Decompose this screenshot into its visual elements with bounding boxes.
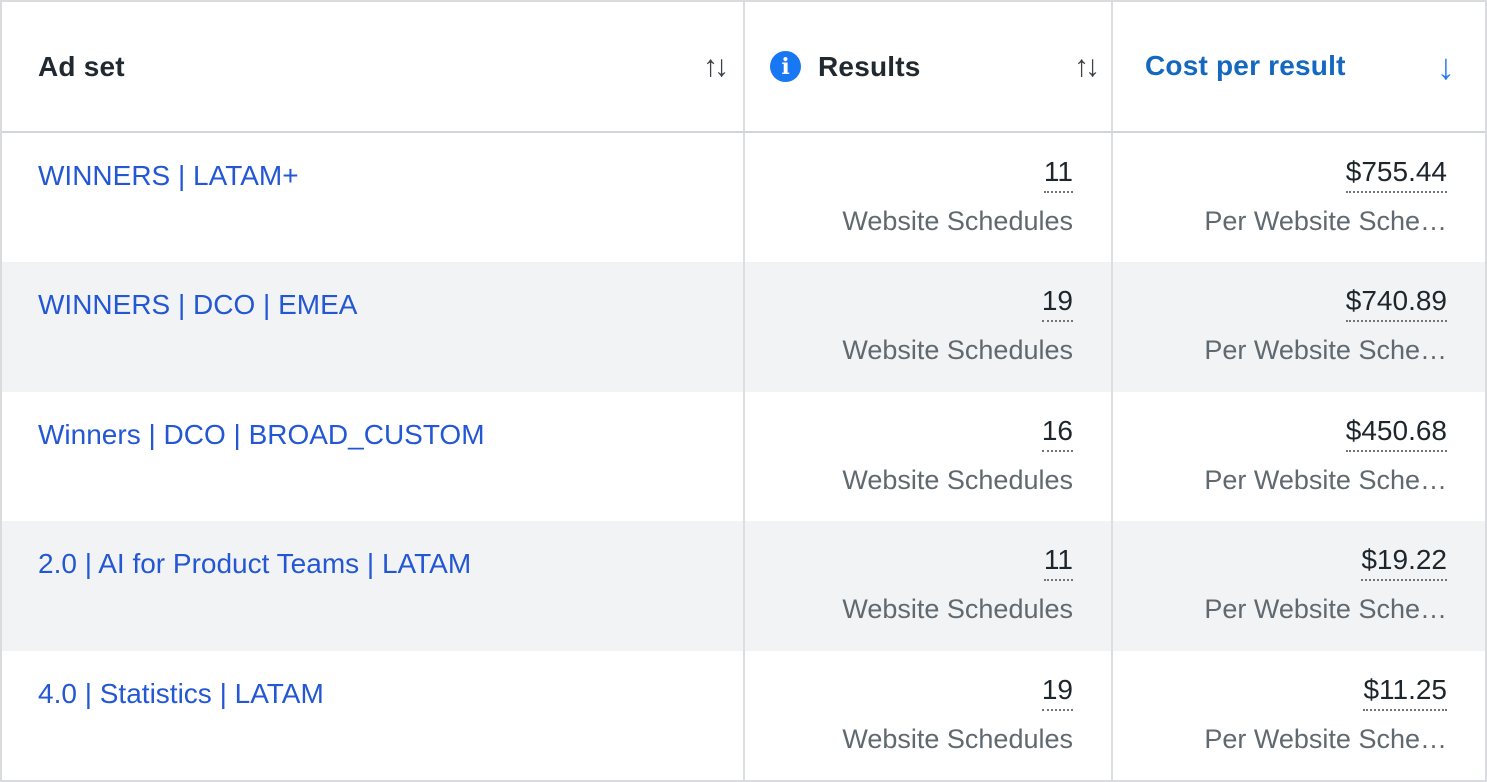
cost-type-label: Per Website Sche… <box>1204 335 1447 366</box>
column-header-results[interactable]: i Results ↑↓ <box>745 2 1113 131</box>
cost-type-label: Per Website Sche… <box>1204 723 1447 754</box>
cost-value[interactable]: $19.22 <box>1361 546 1447 582</box>
cost-cell: $11.25 Per Website Sche… <box>1113 651 1485 780</box>
cost-cell: $19.22 Per Website Sche… <box>1113 521 1485 650</box>
info-icon[interactable]: i <box>770 51 801 82</box>
results-cell: 16 Website Schedules <box>745 391 1113 522</box>
results-cell: 19 Website Schedules <box>745 650 1113 780</box>
results-header-label: Results <box>818 50 921 82</box>
ad-set-link[interactable]: Winners | DCO | BROAD_CUSTOM <box>38 418 485 450</box>
info-icon-glyph: i <box>781 53 790 80</box>
results-type-label: Website Schedules <box>842 723 1073 754</box>
table-row: WINNERS | LATAM+ 11 Website Schedules $7… <box>2 133 1485 263</box>
cost-per-result-header-label: Cost per result <box>1145 50 1346 82</box>
ad-set-cell: WINNERS | DCO | EMEA <box>2 262 745 392</box>
sort-toggle-icon[interactable]: ↑↓ <box>703 49 729 83</box>
cost-value[interactable]: $450.68 <box>1345 416 1447 452</box>
ad-set-link[interactable]: WINNERS | DCO | EMEA <box>38 289 358 321</box>
ad-set-link[interactable]: 4.0 | Statistics | LATAM <box>38 677 324 709</box>
results-cell: 11 Website Schedules <box>745 521 1113 651</box>
ad-set-cell: 4.0 | Statistics | LATAM <box>2 650 745 780</box>
cost-cell: $450.68 Per Website Sche… <box>1113 392 1485 521</box>
results-cell: 11 Website Schedules <box>745 133 1113 263</box>
cost-value[interactable]: $11.25 <box>1363 675 1447 711</box>
cost-cell: $740.89 Per Website Sche… <box>1113 262 1485 391</box>
sort-descending-icon[interactable]: ↓ <box>1437 45 1455 87</box>
ad-set-header-label: Ad set <box>38 50 125 82</box>
results-value[interactable]: 19 <box>1041 675 1073 711</box>
table-header: Ad set ↑↓ i Results ↑↓ Cost per result ↓ <box>2 2 1485 133</box>
results-type-label: Website Schedules <box>842 335 1073 366</box>
cost-type-label: Per Website Sche… <box>1204 464 1447 495</box>
ad-set-cell: Winners | DCO | BROAD_CUSTOM <box>2 391 745 522</box>
results-value[interactable]: 11 <box>1043 546 1073 582</box>
cost-value[interactable]: $755.44 <box>1345 158 1447 193</box>
column-header-cost-per-result[interactable]: Cost per result ↓ <box>1113 2 1485 131</box>
sort-toggle-icon[interactable]: ↑↓ <box>1074 49 1100 83</box>
cost-type-label: Per Website Sche… <box>1204 206 1447 236</box>
results-type-label: Website Schedules <box>842 594 1073 625</box>
ad-set-cell: 2.0 | AI for Product Teams | LATAM <box>2 521 745 651</box>
ad-set-link[interactable]: WINNERS | LATAM+ <box>38 160 299 191</box>
results-type-label: Website Schedules <box>842 206 1073 236</box>
table-row: Winners | DCO | BROAD_CUSTOM 16 Website … <box>2 391 1485 522</box>
cost-type-label: Per Website Sche… <box>1204 594 1447 625</box>
results-value[interactable]: 19 <box>1041 287 1073 323</box>
ad-set-link[interactable]: 2.0 | AI for Product Teams | LATAM <box>38 548 472 580</box>
results-value[interactable]: 11 <box>1043 158 1073 193</box>
results-type-label: Website Schedules <box>842 464 1073 495</box>
cost-cell: $755.44 Per Website Sche… <box>1113 133 1485 262</box>
ad-set-cell: WINNERS | LATAM+ <box>2 133 745 263</box>
column-header-ad-set[interactable]: Ad set ↑↓ <box>2 2 745 131</box>
table-row: WINNERS | DCO | EMEA 19 Website Schedule… <box>2 262 1485 392</box>
cost-value[interactable]: $740.89 <box>1345 287 1447 323</box>
table-row: 2.0 | AI for Product Teams | LATAM 11 We… <box>2 521 1485 651</box>
results-cell: 19 Website Schedules <box>745 262 1113 392</box>
results-value[interactable]: 16 <box>1041 416 1073 452</box>
table-row: 4.0 | Statistics | LATAM 19 Website Sche… <box>2 650 1485 780</box>
